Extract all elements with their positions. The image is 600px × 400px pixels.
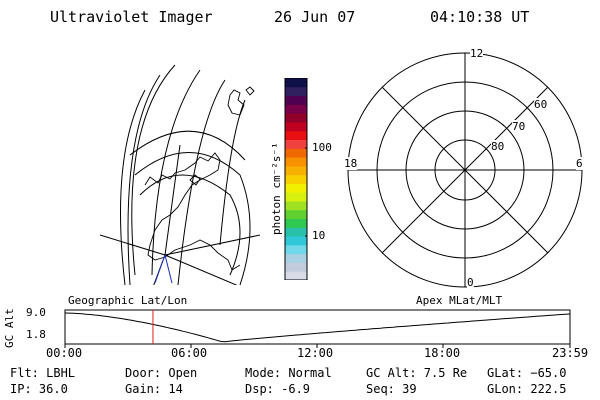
colorbar-frame (284, 78, 308, 280)
colorbar-cell (285, 253, 307, 263)
x-tick-label: 18:00 (424, 346, 461, 360)
globe-limb (120, 89, 146, 285)
colorbar-cell (285, 200, 307, 211)
colorbar-tick-10: 10 (312, 229, 326, 242)
colorbar-cell (285, 78, 307, 88)
x-tick-label: 23:59 (552, 346, 589, 360)
instrument-title: Ultraviolet Imager (50, 8, 213, 26)
globe-limb (127, 74, 161, 285)
latitude-circle (134, 152, 251, 285)
time-label: 04:10:38 UT (430, 8, 530, 26)
colorbar-cell (285, 244, 307, 255)
geographic-label: Geographic Lat/Lon (68, 294, 188, 307)
glat-status: GLat: −65.0 (487, 366, 567, 380)
y-axis-label: GC Alt (3, 308, 16, 348)
coastline (144, 152, 241, 271)
y-bottom-label: 1.8 (26, 328, 46, 341)
latitude-line (151, 69, 201, 276)
colorbar-cell (285, 262, 307, 272)
mlat-label-60: 60 (534, 98, 548, 111)
colorbar-cell (285, 104, 307, 114)
colorbar-cell (285, 165, 307, 176)
colorbar-cell (285, 86, 307, 97)
latitude-line (131, 64, 176, 276)
colorbar (284, 78, 308, 280)
colorbar-tick-100: 100 (312, 141, 332, 154)
filter-status: Flt: LBHL (10, 366, 76, 380)
latitude-line (219, 99, 246, 246)
colorbar-cell (285, 174, 307, 184)
colorbar-cell (285, 227, 307, 237)
altitude-plot-frame (64, 309, 571, 345)
footprint-line (164, 254, 173, 284)
mlt-label-12: 12 (470, 47, 484, 60)
meridian-line (164, 254, 238, 285)
colorbar-cell (285, 271, 307, 280)
apex-label: Apex MLat/MLT (416, 294, 503, 307)
colorbar-cell (285, 130, 307, 140)
colorbar-cell (285, 113, 307, 123)
coastline-island (189, 174, 201, 186)
colorbar-unit-label: photon cm⁻²s⁻¹ (270, 142, 283, 235)
geographic-map (100, 64, 260, 285)
mlt-label-0: 0 (467, 276, 474, 289)
mlt-label-6: 6 (576, 157, 583, 170)
latitude-circle (139, 174, 241, 276)
meridian-line (100, 234, 166, 256)
dsp-status: Dsp: -6.9 (245, 382, 311, 396)
altitude-curve (64, 312, 571, 343)
latitude-circle (129, 130, 246, 161)
colorbar-cell (285, 218, 307, 228)
footprint-line (154, 254, 166, 284)
ip-status: IP: 36.0 (10, 382, 68, 396)
mlt-label-18: 18 (344, 157, 358, 170)
seq-status: Seq: 39 (366, 382, 417, 396)
x-tick-label: 12:00 (297, 346, 334, 360)
mode-status: Mode: Normal (245, 366, 332, 380)
latitude-line (177, 79, 226, 285)
mlat-label-80: 80 (491, 140, 505, 153)
coastline-island (227, 89, 245, 116)
x-tick-label: 00:00 (46, 346, 83, 360)
x-tick-label: 06:00 (171, 346, 208, 360)
y-top-label: 9.0 (26, 306, 46, 319)
colorbar-cell (285, 192, 307, 202)
coastline-island (245, 86, 255, 96)
colorbar-cell (285, 209, 307, 220)
colorbar-cell (285, 183, 307, 193)
gc-alt-status: GC Alt: 7.5 Re (366, 366, 468, 380)
meridian-line (164, 144, 181, 256)
altitude-plot (64, 309, 571, 348)
gain-status: Gain: 14 (125, 382, 183, 396)
mlat-label-70: 70 (512, 120, 526, 133)
colorbar-cell (285, 157, 307, 167)
colorbar-cell (285, 121, 307, 132)
date-label: 26 Jun 07 (274, 8, 356, 26)
colorbar-cell (285, 236, 307, 246)
glon-status: GLon: 222.5 (487, 382, 567, 396)
colorbar-cell (285, 95, 307, 105)
colorbar-cell (285, 148, 307, 158)
polar-diagonal (381, 86, 549, 254)
meridian-line (164, 234, 260, 256)
polar-plot (347, 52, 583, 288)
door-status: Door: Open (125, 366, 198, 380)
colorbar-cell (285, 139, 307, 149)
